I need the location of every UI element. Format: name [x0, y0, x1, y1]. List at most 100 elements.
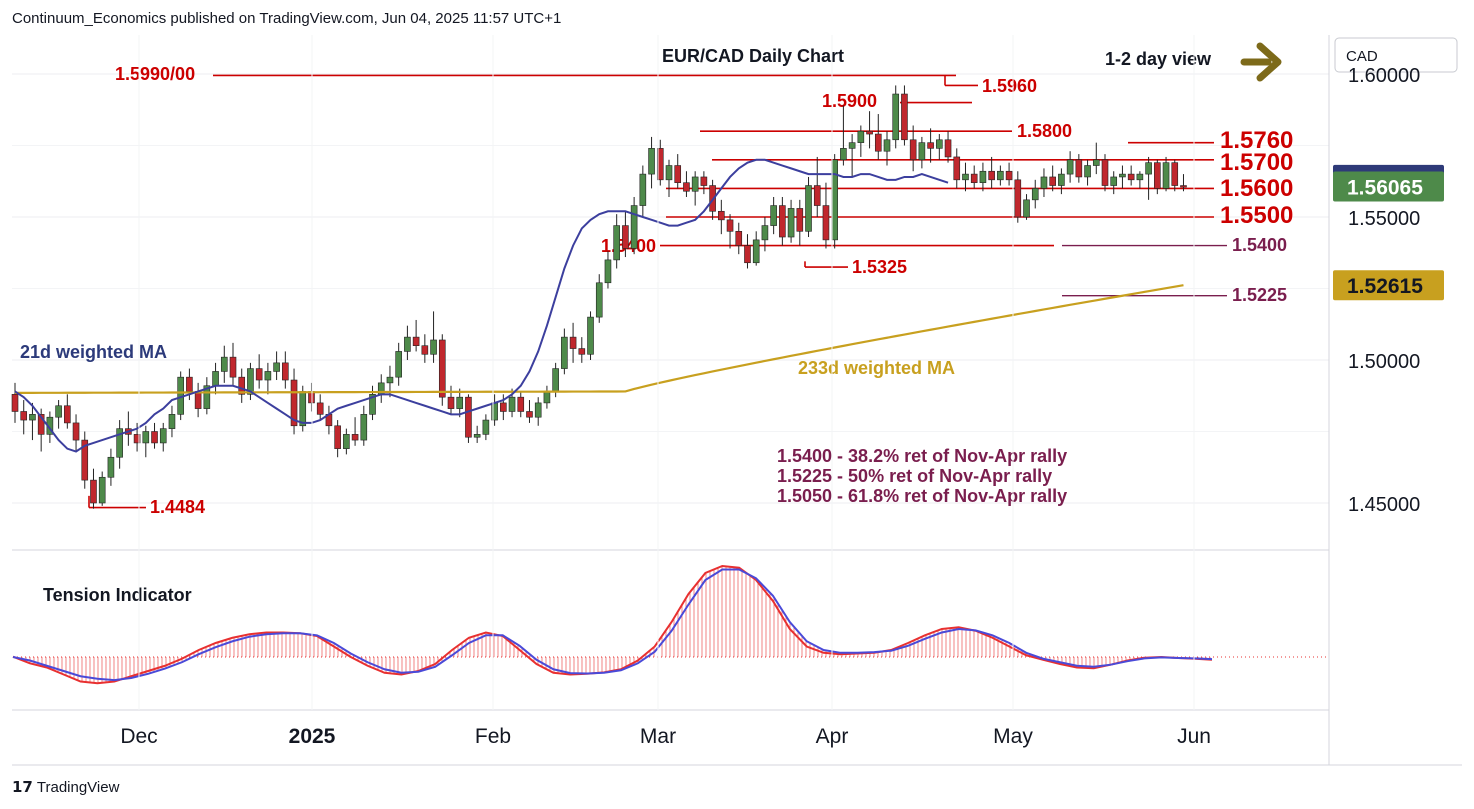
candle-body	[229, 356, 237, 378]
candle-body	[813, 185, 821, 206]
candle-body	[55, 405, 62, 418]
candle-body	[883, 139, 891, 152]
footer: 𝟭𝟳 TradingView	[12, 778, 119, 796]
candle-body	[569, 336, 577, 349]
candle-body	[116, 428, 123, 458]
candle-body	[386, 376, 394, 384]
candle-body	[351, 434, 359, 441]
currency-box[interactable]: CAD	[1334, 37, 1458, 73]
candle-body	[412, 336, 420, 346]
candle-body	[508, 396, 516, 412]
candle-body	[168, 414, 176, 429]
price-grid	[12, 73, 1329, 504]
price-badge-label: 1.56065	[1347, 177, 1423, 200]
candle-body	[613, 225, 620, 261]
candle-body	[744, 245, 751, 264]
candle-body	[343, 434, 350, 449]
tension-line-blue	[12, 568, 1213, 682]
candle-body	[430, 339, 437, 355]
candle-body	[151, 431, 158, 444]
candle-body	[927, 142, 934, 149]
retrace-note-2: 1.5225 - 50% ret of Nov-Apr rally	[777, 466, 1052, 486]
candle-body	[98, 476, 106, 504]
candle-body	[1084, 165, 1091, 178]
candle-body	[290, 379, 298, 427]
candle-body	[683, 182, 690, 192]
candle-body	[64, 405, 71, 424]
level-label: 1.5960	[982, 76, 1037, 96]
candle-body	[700, 176, 708, 186]
candle-body	[779, 205, 786, 238]
y-tick-label: 1.50000	[1348, 351, 1420, 373]
candle-body	[29, 414, 36, 421]
x-tick-label: Apr	[816, 725, 849, 748]
y-axis-ticks: 1.60000 1.55000 1.50000 1.45000	[1348, 65, 1420, 516]
candle-body	[395, 351, 402, 378]
x-tick-label: Mar	[640, 725, 676, 748]
candle-body	[595, 282, 603, 318]
tension-line-red	[12, 564, 1213, 685]
candle-body	[517, 396, 525, 412]
candle-body	[273, 362, 280, 372]
candle-body	[107, 456, 115, 478]
candle-body	[648, 148, 655, 175]
chart-labels: EUR/CAD Daily Chart 1-2 day view 21d wei…	[20, 42, 1282, 605]
candle-body	[186, 376, 193, 392]
candle-body	[37, 414, 45, 435]
candle-body	[1049, 176, 1056, 186]
view-label: 1-2 day view	[1105, 49, 1212, 69]
candle-body	[665, 165, 673, 181]
candle-body	[11, 394, 19, 412]
candle-body	[735, 231, 743, 246]
ma21-line	[14, 158, 949, 453]
candlestick-series	[11, 85, 1187, 509]
ma233-line	[14, 284, 1184, 394]
footer-brand: TradingView	[36, 779, 120, 796]
candle-body	[848, 142, 856, 149]
level-label: 1.5400	[1232, 235, 1287, 255]
candle-body	[20, 411, 28, 421]
candle-body	[473, 434, 481, 438]
tradingview-logo-icon: 𝟭𝟳	[12, 779, 33, 796]
candle-body	[438, 339, 446, 398]
candle-body	[674, 165, 682, 183]
candle-body	[1075, 159, 1083, 178]
candle-body	[988, 170, 995, 181]
candle-body	[1101, 159, 1109, 186]
candle-body	[1154, 162, 1161, 189]
y-tick-label: 1.55000	[1348, 208, 1420, 230]
price-badge	[1333, 171, 1444, 202]
candle-body	[874, 133, 882, 152]
candle-body	[831, 159, 838, 241]
candle-body	[822, 205, 830, 241]
candle-body	[1031, 188, 1039, 201]
candle-body	[901, 93, 908, 141]
level-label: 1.5900	[822, 91, 877, 111]
x-tick-label: Dec	[120, 725, 157, 748]
retrace-note-3: 1.5050 - 61.8% ret of Nov-Apr rally	[777, 486, 1067, 506]
candle-body	[421, 345, 429, 355]
candle-body	[718, 210, 725, 221]
candle-body	[247, 368, 254, 395]
x-tick-label: 2025	[289, 725, 336, 748]
candle-body	[1092, 159, 1100, 166]
arrow-right-icon	[1240, 42, 1282, 82]
candle-body	[1127, 173, 1135, 181]
candle-body	[787, 208, 795, 238]
candle-body	[534, 402, 542, 418]
candle-body	[1023, 199, 1030, 218]
candle-body	[622, 225, 629, 249]
candle-body	[543, 391, 551, 404]
level-label: 1.5990/00	[115, 64, 195, 84]
candle-body	[255, 368, 263, 381]
candle-body	[1119, 173, 1126, 178]
candle-body	[604, 259, 612, 284]
retrace-note-1: 1.5400 - 38.2% ret of Nov-Apr rally	[777, 446, 1067, 466]
candle-body	[936, 139, 943, 149]
candle-body	[299, 391, 307, 427]
candle-body	[892, 93, 900, 141]
candle-body	[90, 479, 97, 504]
ma233-label: 233d weighted MA	[798, 358, 955, 378]
